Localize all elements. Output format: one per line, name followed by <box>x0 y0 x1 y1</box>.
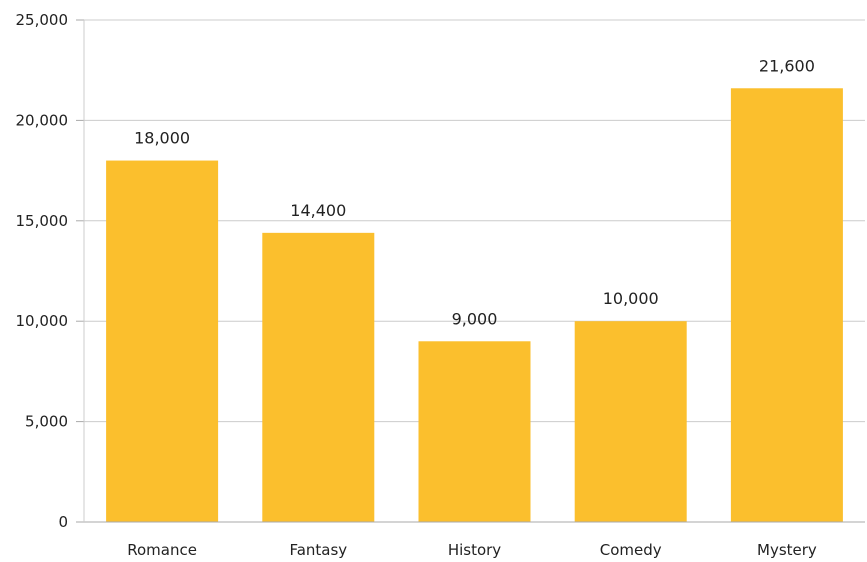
category-label-comedy: Comedy <box>600 541 662 559</box>
bar-history <box>418 341 531 522</box>
data-label-comedy: 10,000 <box>603 289 659 308</box>
data-label-fantasy: 14,400 <box>290 201 346 220</box>
y-tick-label: 25,000 <box>16 11 69 29</box>
x-axis-categories: Romance Fantasy History Comedy Mystery <box>127 541 817 559</box>
category-label-fantasy: Fantasy <box>289 541 347 559</box>
data-labels: 18,000 14,400 9,000 10,000 21,600 <box>134 56 815 328</box>
data-label-romance: 18,000 <box>134 129 190 148</box>
bar-fantasy <box>262 232 375 522</box>
bar-romance <box>106 160 219 522</box>
y-axis-ticks: 0 5,000 10,000 15,000 20,000 25,000 <box>16 11 84 531</box>
category-label-mystery: Mystery <box>757 541 817 559</box>
bar-comedy <box>574 321 687 522</box>
y-tick-label: 15,000 <box>16 212 69 230</box>
bars <box>106 88 843 522</box>
y-tick-label: 20,000 <box>16 111 69 129</box>
category-label-romance: Romance <box>127 541 197 559</box>
y-tick-label: 10,000 <box>16 312 69 330</box>
category-label-history: History <box>448 541 501 559</box>
bar-mystery <box>730 88 843 522</box>
y-tick-label: 0 <box>58 513 68 531</box>
data-label-history: 9,000 <box>452 309 498 328</box>
y-tick-label: 5,000 <box>25 413 68 431</box>
data-label-mystery: 21,600 <box>759 56 815 75</box>
